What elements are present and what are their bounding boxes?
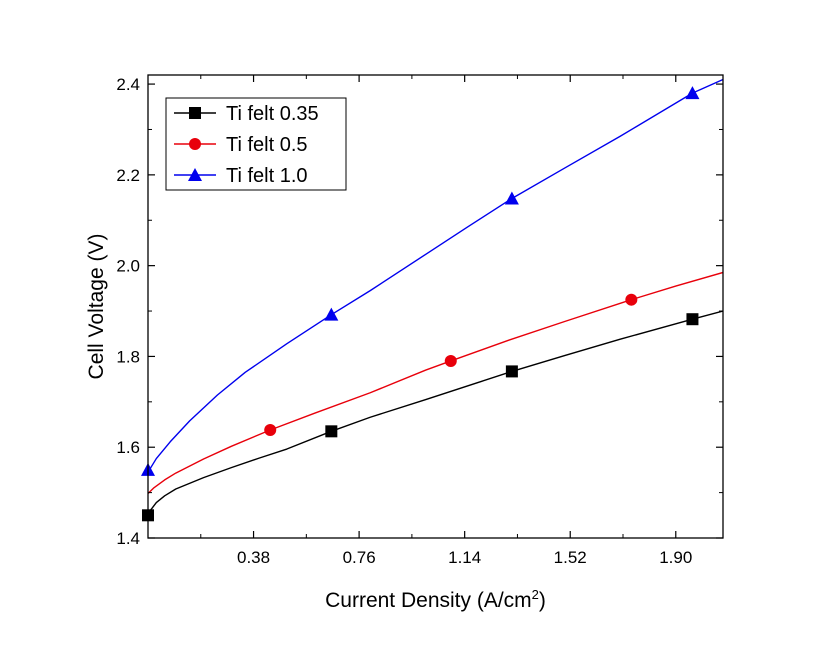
y-axis-title: Cell Voltage (V) (85, 234, 108, 380)
data-point-ti-felt-0-35 (325, 425, 338, 438)
data-point-ti-felt-0-5 (625, 293, 638, 306)
x-tick-label: 1.14 (448, 548, 481, 567)
legend: Ti felt 0.35 Ti felt 0.5 Ti felt 1.0 (165, 97, 347, 191)
legend-marker-ti-felt-0-35 (189, 107, 201, 119)
x-tick-label: 0.76 (343, 548, 376, 567)
x-axis-title-main: Current Density (A/cm (325, 589, 532, 612)
legend-marker-ti-felt-0-5 (189, 138, 201, 150)
series-curves (148, 78, 723, 518)
y-tick-label: 1.8 (116, 347, 140, 366)
x-tick-label: 0.38 (237, 548, 270, 567)
series-line-ti-felt-1-0 (148, 78, 723, 473)
x-axis-title: Current Density (A/cm2) (325, 587, 546, 612)
data-point-ti-felt-0-35 (505, 365, 518, 378)
data-point-ti-felt-0-35 (686, 313, 699, 326)
y-tick-label: 2.4 (116, 75, 140, 94)
y-tick-label: 2.2 (116, 166, 140, 185)
y-tick-label: 1.6 (116, 438, 140, 457)
data-point-ti-felt-0-5 (444, 354, 457, 367)
plot-frame (147, 74, 724, 539)
data-point-ti-felt-1-0 (504, 191, 519, 205)
data-point-ti-felt-1-0 (685, 86, 700, 100)
data-point-ti-felt-0-5 (264, 423, 277, 436)
legend-label-ti-felt-0-5: Ti felt 0.5 (226, 134, 308, 156)
y-tick-label: 1.4 (116, 529, 140, 548)
x-axis-title-superscript: 2 (532, 587, 539, 602)
legend-label-ti-felt-1-0: Ti felt 1.0 (226, 165, 308, 187)
x-tick-label: 1.52 (554, 548, 587, 567)
x-axis-title-tail: ) (539, 589, 546, 612)
series-markers (141, 86, 700, 522)
legend-label-ti-felt-0-35: Ti felt 0.35 (226, 103, 319, 125)
x-tick-label: 1.90 (659, 548, 692, 567)
legend-marker-ti-felt-1-0 (188, 168, 202, 181)
axis-tick-labels: 0.38 0.76 1.14 1.52 1.90 1.4 1.6 1.8 2.0 2.2 2.4 (116, 75, 692, 567)
y-tick-label: 2.0 (116, 257, 140, 276)
axis-ticks (148, 75, 723, 539)
series-line-ti-felt-0-5 (148, 271, 723, 495)
series-line-ti-felt-0-35 (148, 310, 723, 518)
data-point-ti-felt-1-0 (324, 307, 339, 321)
